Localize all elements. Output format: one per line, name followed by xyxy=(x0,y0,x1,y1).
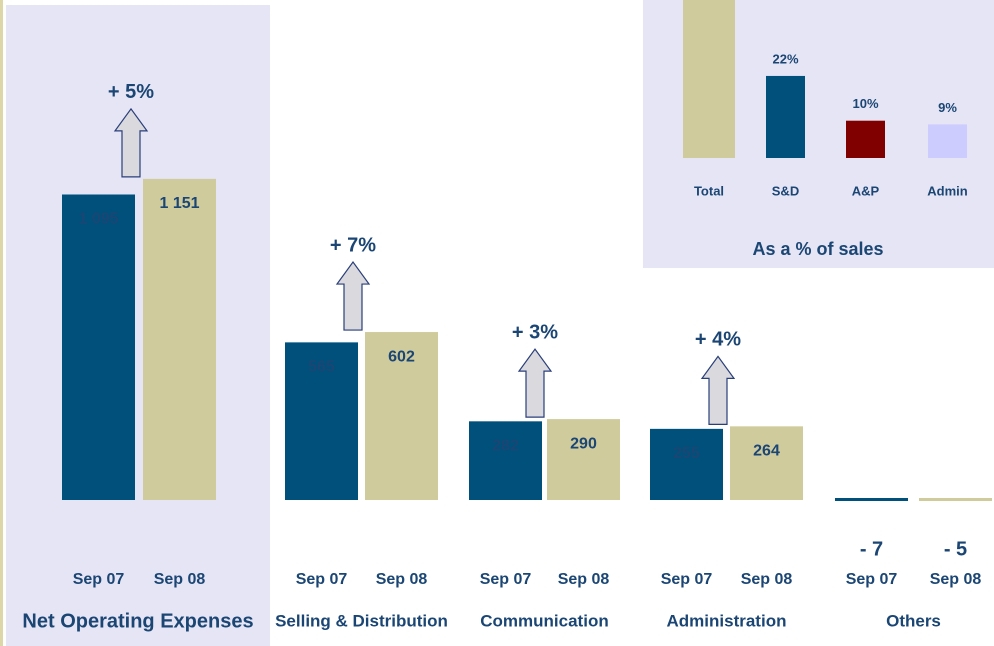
category-label: Total xyxy=(694,183,724,198)
value-label: 22% xyxy=(772,51,798,66)
change-arrow xyxy=(517,348,553,418)
left-edge xyxy=(0,0,3,646)
series-label: Sep 07 xyxy=(480,571,532,588)
change-arrow xyxy=(335,261,371,331)
value-label: 282 xyxy=(492,438,519,455)
series-label: Sep 07 xyxy=(846,571,898,588)
bar xyxy=(683,0,735,158)
bar xyxy=(928,124,967,158)
bar xyxy=(62,194,135,500)
group-label: Others xyxy=(886,611,941,630)
bar xyxy=(143,178,216,500)
category-label: A&P xyxy=(852,183,880,198)
highlight-panel xyxy=(6,5,270,646)
bar xyxy=(766,75,805,158)
bar xyxy=(730,426,803,500)
value-label: 290 xyxy=(570,435,597,452)
value-label: 10% xyxy=(852,96,878,111)
series-label: Sep 08 xyxy=(930,571,982,588)
bar xyxy=(919,498,992,501)
category-label: S&D xyxy=(772,183,799,198)
series-label: Sep 08 xyxy=(376,571,428,588)
bar xyxy=(846,120,885,158)
change-arrow xyxy=(113,107,149,178)
series-label: Sep 07 xyxy=(661,571,713,588)
value-label: 1 151 xyxy=(159,195,199,212)
value-label: 602 xyxy=(388,348,415,365)
bar xyxy=(650,428,723,500)
value-label: 255 xyxy=(673,445,700,462)
change-arrow xyxy=(700,355,736,425)
bar xyxy=(835,498,908,501)
category-label: Admin xyxy=(927,183,968,198)
value-label: - 5 xyxy=(944,538,967,560)
group-label: Communication xyxy=(480,611,608,630)
change-label: + 3% xyxy=(512,321,558,343)
value-label: 264 xyxy=(753,443,780,460)
bar xyxy=(547,419,620,500)
inset-title: As a % of sales xyxy=(752,239,883,259)
value-label: 1 095 xyxy=(78,211,118,228)
group-label: Administration xyxy=(667,611,787,630)
bar xyxy=(285,342,358,500)
value-label: 9% xyxy=(938,100,957,115)
bar xyxy=(469,421,542,500)
series-label: Sep 08 xyxy=(741,571,793,588)
series-label: Sep 07 xyxy=(296,571,348,588)
value-label: - 7 xyxy=(860,538,883,560)
group-label: Net Operating Expenses xyxy=(22,610,253,632)
change-label: + 5% xyxy=(108,81,154,103)
group-label: Selling & Distribution xyxy=(275,611,448,630)
bar xyxy=(365,332,438,500)
change-label: + 4% xyxy=(695,329,741,351)
series-label: Sep 08 xyxy=(154,571,206,588)
change-label: + 7% xyxy=(330,234,376,256)
series-label: Sep 08 xyxy=(558,571,610,588)
series-label: Sep 07 xyxy=(73,571,125,588)
value-label: 565 xyxy=(308,359,335,376)
